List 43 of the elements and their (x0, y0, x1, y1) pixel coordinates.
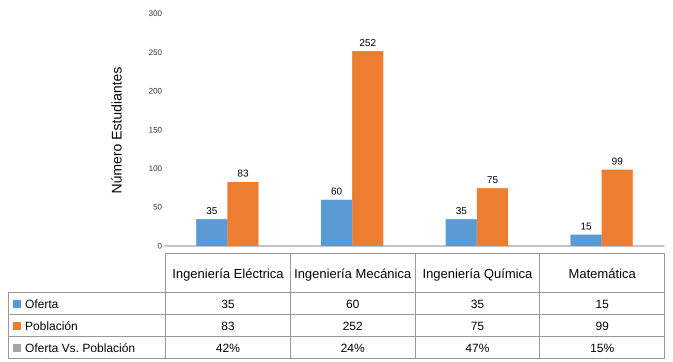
data-label: 15 (580, 221, 592, 232)
bar (602, 170, 633, 246)
y-axis-title: Número Estudiantes (108, 66, 124, 194)
bar (196, 219, 228, 246)
y-tick-label: 300 (148, 9, 163, 18)
text: 35 (415, 292, 540, 314)
bar (476, 188, 508, 246)
data-label: 83 (237, 168, 249, 180)
data-label: 75 (486, 174, 498, 186)
y-tick-label: 0 (158, 241, 163, 250)
bar (446, 219, 477, 246)
bar (570, 234, 602, 246)
y-tick-label: 250 (148, 48, 163, 57)
bar (227, 182, 259, 246)
legend-label: Oferta (8, 292, 166, 314)
data-label: 60 (330, 186, 343, 198)
data-label: 252 (359, 38, 376, 49)
x-tick-label: Ingeniería Química (415, 254, 540, 292)
legend-label: Oferta Vs. Población (8, 336, 166, 358)
x-tick-label: Ingeniería Mecánica (290, 254, 415, 292)
text: 83 (166, 314, 290, 336)
x-tick-label: Ingeniería Eléctrica (166, 254, 290, 292)
text: 60 (290, 292, 415, 314)
text: 42% (216, 340, 240, 354)
bar (352, 51, 384, 246)
data-label: 35 (206, 206, 218, 217)
text: 15 (540, 292, 664, 314)
text: 24% (340, 340, 365, 354)
y-tick-label: 150 (148, 125, 163, 134)
y-tick-label: 100 (148, 164, 163, 174)
data-label: 35 (456, 206, 468, 217)
bar (320, 200, 352, 246)
text: 47% (465, 340, 490, 354)
x-tick-label: Matemática (540, 254, 664, 292)
y-tick-label: 200 (148, 86, 163, 96)
text: 99 (540, 314, 664, 336)
text: 35 (166, 292, 290, 314)
text: 15% (590, 340, 614, 354)
text: 252 (290, 314, 415, 336)
text: 75 (415, 314, 540, 336)
y-tick-label: 50 (153, 202, 163, 212)
legend-label: Población (8, 314, 166, 336)
data-label: 99 (612, 156, 624, 168)
